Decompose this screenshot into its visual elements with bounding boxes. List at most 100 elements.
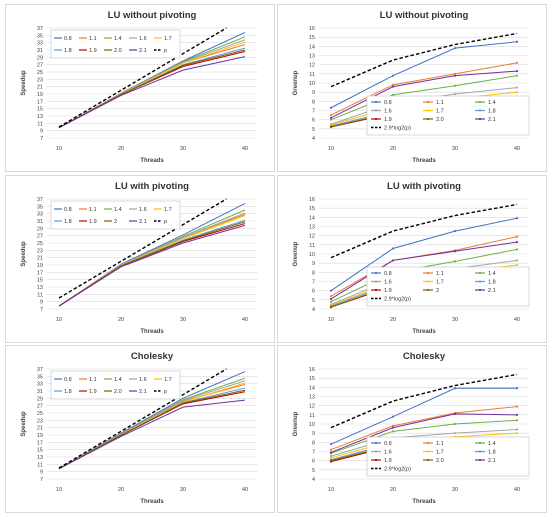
- y-tick-label: 7: [312, 450, 315, 456]
- y-tick-label: 29: [37, 396, 43, 402]
- y-tick-label: 37: [37, 26, 43, 32]
- y-tick-label: 13: [309, 395, 315, 401]
- data-point: [329, 454, 333, 458]
- legend-marker: [426, 280, 430, 283]
- y-tick-label: 13: [37, 285, 43, 291]
- y-tick-label: 15: [309, 376, 315, 382]
- data-point: [453, 229, 457, 233]
- data-point: [515, 217, 519, 220]
- data-point: [453, 422, 457, 426]
- data-point: [515, 69, 519, 73]
- data-point: [515, 240, 519, 244]
- legend-box: [366, 436, 530, 477]
- y-tick-label: 21: [37, 256, 43, 262]
- chart-title: LU without pivoting: [108, 10, 197, 21]
- y-tick-label: 37: [37, 367, 43, 373]
- x-tick-label: 30: [452, 487, 458, 493]
- legend-label: 1.9: [384, 117, 392, 123]
- y-tick-label: 9: [312, 431, 315, 437]
- data-point: [391, 426, 395, 429]
- y-tick-label: 11: [37, 462, 43, 468]
- y-tick-label: 6: [312, 118, 315, 124]
- data-point: [453, 432, 457, 435]
- legend-label: 1.6: [384, 450, 392, 456]
- y-tick-label: 11: [309, 72, 315, 78]
- legend-label: 2.1: [139, 219, 147, 225]
- legend-label: 1.9: [89, 219, 97, 225]
- legend-label: 1.8: [488, 280, 496, 286]
- x-tick-label: 30: [180, 487, 186, 493]
- series-2.9*log2(p): [330, 32, 518, 88]
- y-tick-label: 21: [37, 85, 43, 91]
- data-point: [329, 306, 333, 309]
- legend-label: 0.8: [384, 441, 392, 447]
- series-line: [330, 373, 518, 429]
- series-p: [58, 27, 227, 128]
- legend-label: 2.0: [114, 48, 122, 54]
- x-tick-label: 40: [242, 487, 248, 493]
- series-1.1: [329, 405, 519, 451]
- y-tick-label: 17: [37, 270, 43, 276]
- legend-label: 2.1: [139, 389, 147, 395]
- legend-marker: [478, 280, 482, 283]
- x-tick-label: 10: [56, 146, 62, 152]
- data-point: [515, 413, 519, 416]
- legend-marker: [426, 100, 430, 104]
- data-point: [391, 259, 395, 262]
- data-point: [329, 118, 333, 121]
- x-tick-label: 10: [328, 146, 334, 152]
- legend-label: 1.4: [114, 36, 122, 42]
- legend-label: p: [164, 219, 167, 225]
- series-p: [58, 368, 227, 469]
- y-axis-label: Greenup: [293, 411, 299, 436]
- data-point: [453, 92, 457, 96]
- series-line: [330, 413, 518, 453]
- y-tick-label: 8: [312, 270, 315, 276]
- series-line: [330, 217, 518, 292]
- y-tick-label: 35: [37, 204, 43, 210]
- legend-marker: [426, 271, 430, 275]
- data-point: [329, 297, 333, 301]
- x-axis-label: Threads: [412, 329, 436, 335]
- data-point: [329, 456, 333, 460]
- y-tick-label: 35: [37, 374, 43, 380]
- y-tick-label: 23: [37, 77, 43, 83]
- y-tick-label: 13: [309, 54, 315, 60]
- legend-label: 0.8: [384, 271, 392, 277]
- y-tick-label: 21: [37, 426, 43, 432]
- legend-label: 2.0: [114, 389, 122, 395]
- y-tick-label: 10: [309, 81, 315, 87]
- y-tick-label: 8: [312, 440, 315, 446]
- legend-label: 1.7: [164, 207, 172, 213]
- x-tick-label: 40: [514, 487, 520, 493]
- y-tick-label: 27: [37, 234, 43, 240]
- data-point: [329, 125, 333, 129]
- data-point: [515, 61, 519, 64]
- legend-label: 2: [436, 288, 439, 294]
- data-point: [453, 260, 457, 263]
- x-tick-label: 20: [118, 317, 124, 323]
- legend-marker: [426, 450, 430, 453]
- series-2.1: [329, 240, 519, 301]
- legend-marker: [478, 109, 482, 112]
- data-point: [515, 387, 519, 390]
- series-2.9*log2(p): [330, 203, 518, 259]
- legend-label: 1.1: [89, 36, 97, 42]
- x-axis-label: Threads: [140, 329, 164, 335]
- legend-marker: [478, 441, 482, 445]
- data-point: [515, 235, 519, 238]
- legend-label: 1.4: [488, 271, 496, 277]
- data-point: [453, 412, 457, 416]
- y-tick-label: 4: [312, 307, 315, 313]
- data-point: [453, 387, 457, 390]
- y-tick-label: 9: [312, 90, 315, 96]
- legend-label: 0.8: [64, 377, 72, 383]
- y-tick-label: 25: [37, 411, 43, 417]
- y-tick-label: 14: [309, 44, 315, 50]
- data-point: [515, 263, 519, 267]
- legend-box: [366, 266, 530, 307]
- chart-title: Cholesky: [403, 351, 446, 362]
- chart-panel-6: Cholesky 4 5 6 7 8 9 10 11 12 13 14 15 16 10 20 30 40 Thre…: [277, 345, 547, 513]
